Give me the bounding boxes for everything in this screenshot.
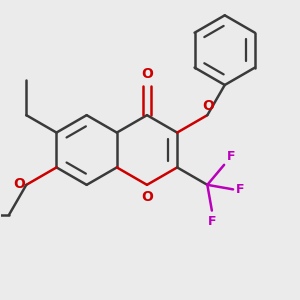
- Text: O: O: [13, 177, 25, 191]
- Text: F: F: [208, 214, 216, 228]
- Text: O: O: [141, 67, 153, 81]
- Text: F: F: [226, 150, 235, 163]
- Text: F: F: [236, 183, 244, 196]
- Text: O: O: [202, 98, 214, 112]
- Text: O: O: [141, 190, 153, 204]
